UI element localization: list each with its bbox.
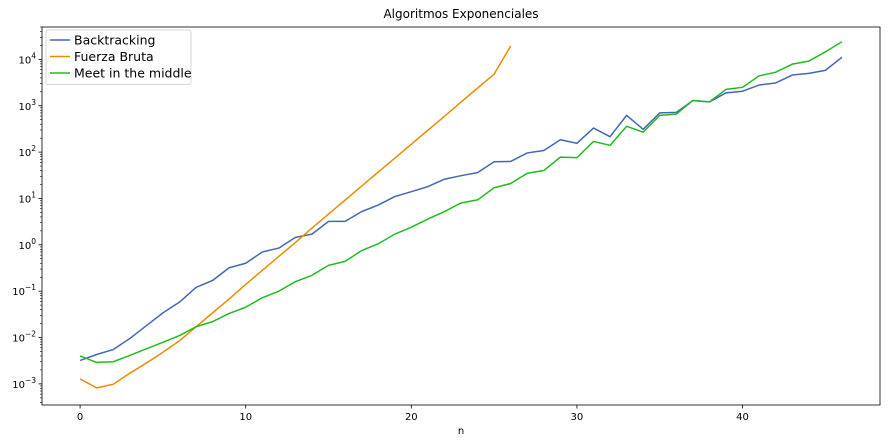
chart-title: Algoritmos Exponenciales bbox=[383, 7, 538, 21]
y-tick-label: 100 bbox=[18, 237, 36, 252]
series-line-1 bbox=[79, 45, 512, 389]
legend-label: Backtracking bbox=[74, 33, 156, 48]
x-tick-label: 10 bbox=[239, 412, 252, 423]
x-tick-label: 0 bbox=[77, 412, 83, 423]
y-tick-label: 102 bbox=[18, 144, 36, 159]
legend-label: Fuerza Bruta bbox=[74, 49, 154, 64]
y-tick-label: 10−3 bbox=[12, 376, 36, 391]
plot-area bbox=[41, 26, 881, 406]
y-tick-label: 103 bbox=[18, 98, 36, 113]
series-line-0 bbox=[79, 56, 843, 362]
x-axis: 0 10 20 30 40 bbox=[77, 405, 749, 423]
y-tick-label: 10−1 bbox=[12, 283, 36, 298]
x-tick-label: 20 bbox=[405, 412, 418, 423]
y-tick-label: 104 bbox=[18, 51, 36, 66]
x-tick-label: 40 bbox=[736, 412, 749, 423]
legend-frame bbox=[45, 29, 192, 85]
y-tick-label: 101 bbox=[18, 190, 36, 205]
x-axis-label: n bbox=[458, 426, 464, 437]
y-axis: 10−3 10−2 10−1 100 101 102 103 104 bbox=[12, 26, 42, 403]
legend-label: Meet in the middle bbox=[74, 66, 192, 81]
series-line-2 bbox=[79, 41, 843, 364]
axes-frame bbox=[41, 26, 881, 406]
series-layer bbox=[79, 41, 843, 389]
x-tick-label: 30 bbox=[571, 412, 584, 423]
y-tick-label: 10−2 bbox=[12, 330, 36, 345]
